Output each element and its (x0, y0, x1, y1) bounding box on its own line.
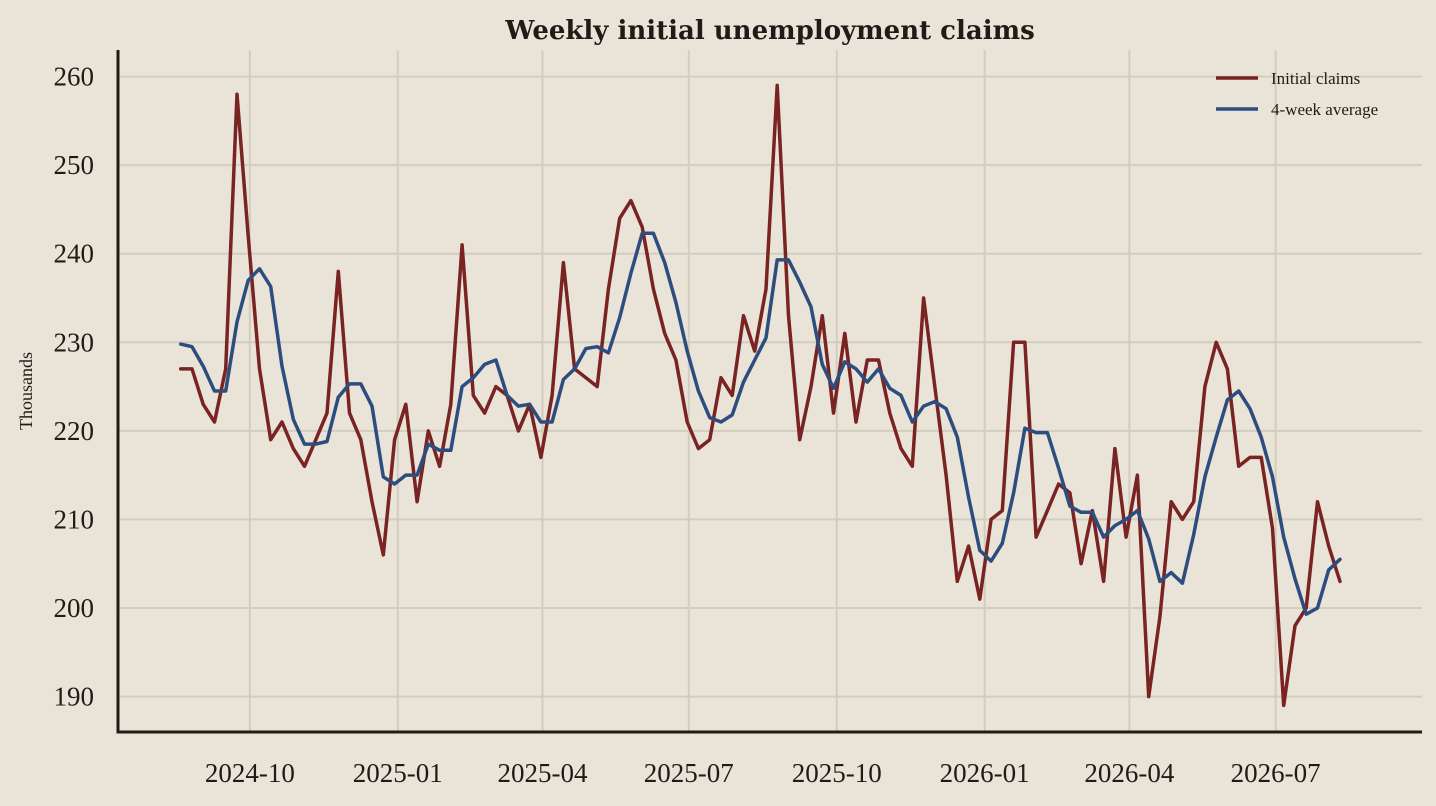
y-tick-label-240: 240 (54, 239, 95, 269)
x-tick-labels: 2024-10 2025-01 2025-04 2025-07 2025-10 2026-… (205, 758, 1321, 788)
legend-label-initial-claims: Initial claims (1271, 69, 1360, 88)
x-tick-label-2025-04: 2025-04 (497, 758, 587, 788)
x-tick-label-2025-10: 2025-10 (792, 758, 882, 788)
y-tick-label-190: 190 (54, 682, 95, 712)
series-line-4-week-average (178, 231, 1342, 616)
grid (118, 50, 1422, 732)
chart-title: Weekly initial unemployment claims (504, 16, 1035, 46)
y-tick-label-210: 210 (54, 504, 95, 534)
y-tick-label-200: 200 (54, 593, 95, 623)
y-tick-label-260: 260 (54, 62, 95, 92)
x-tick-label-2026-07: 2026-07 (1231, 758, 1321, 788)
x-tick-label-2024-10: 2024-10 (205, 758, 295, 788)
series-line-initial-claims (178, 83, 1342, 708)
series-layer (178, 83, 1342, 708)
x-tick-label-2025-01: 2025-01 (353, 758, 443, 788)
y-tick-labels: 190 200 210 220 230 240 250 260 (54, 62, 95, 712)
legend: Initial claims 4-week average (1216, 69, 1378, 119)
x-tick-label-2025-07: 2025-07 (644, 758, 734, 788)
y-tick-label-250: 250 (54, 150, 95, 180)
legend-label-4-week-average: 4-week average (1271, 100, 1378, 119)
x-tick-label-2026-04: 2026-04 (1084, 758, 1174, 788)
y-axis-label: Thousands (16, 352, 36, 430)
x-tick-label-2026-01: 2026-01 (940, 758, 1030, 788)
y-tick-label-220: 220 (54, 416, 95, 446)
y-tick-label-230: 230 (54, 327, 95, 357)
